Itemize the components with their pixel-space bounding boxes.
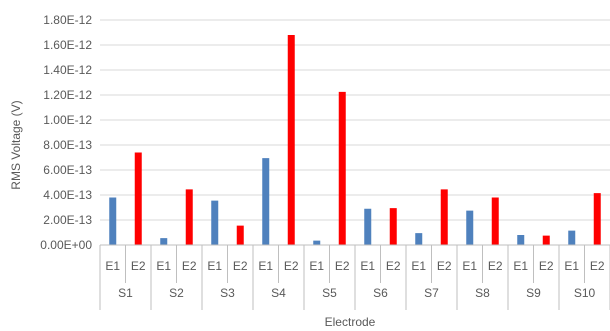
x-tick-label: E1	[105, 259, 120, 273]
x-tick-label: E2	[386, 259, 401, 273]
y-tick-label: 1.80E-12	[43, 13, 92, 27]
bar-s3-e1	[211, 200, 219, 245]
x-axis-title: Electrode	[325, 315, 376, 329]
bar-s2-e1	[160, 238, 168, 245]
bar-s7-e2	[440, 189, 448, 245]
group-label: S7	[424, 286, 439, 300]
x-tick-label: E2	[488, 259, 503, 273]
x-tick-label: E1	[360, 259, 375, 273]
bar-s1-e1	[109, 197, 117, 245]
axes: 0.00E+00 2.00E-13 4.00E-13 6.00E-13 8.00E-13…	[40, 13, 610, 310]
bar-s1-e2	[134, 152, 142, 245]
bar-s5-e2	[338, 91, 346, 245]
x-tick-label: E1	[207, 259, 222, 273]
bar-s9-e1	[517, 235, 525, 245]
y-tick-label: 8.00E-13	[43, 138, 92, 152]
bar-s10-e1	[568, 230, 576, 245]
bar-s2-e2	[185, 189, 193, 245]
y-axis-title: RMS Voltage (V)	[9, 100, 23, 189]
group-label: S2	[169, 286, 184, 300]
y-tick-label: 4.00E-13	[43, 188, 92, 202]
y-tick-label: 1.00E-12	[43, 113, 92, 127]
x-tick-label: E1	[462, 259, 477, 273]
bar-s7-e1	[415, 233, 423, 245]
y-tick-label: 2.00E-13	[43, 213, 92, 227]
gridlines	[100, 19, 610, 221]
x-tick-label: E2	[131, 259, 146, 273]
group-label: S6	[373, 286, 388, 300]
bar-s8-e2	[491, 197, 499, 245]
x-tick-label: E2	[437, 259, 452, 273]
y-tick-label: 1.40E-12	[43, 63, 92, 77]
group-label: S10	[574, 286, 596, 300]
bar-s10-e2	[593, 193, 601, 245]
y-tick-label: 6.00E-13	[43, 163, 92, 177]
bar-s5-e1	[313, 240, 321, 245]
x-tick-label: E1	[258, 259, 273, 273]
group-label: S9	[526, 286, 541, 300]
bar-s3-e2	[236, 225, 244, 245]
x-tick-label: E1	[156, 259, 171, 273]
bar-s8-e1	[466, 210, 474, 245]
x-tick-label: E2	[590, 259, 605, 273]
bar-s4-e2	[287, 35, 295, 245]
x-tick-label: E2	[539, 259, 554, 273]
group-label: S5	[322, 286, 337, 300]
bar-s6-e1	[364, 208, 372, 245]
x-tick-label: E2	[233, 259, 248, 273]
x-tick-label: E1	[513, 259, 528, 273]
group-label: S4	[271, 286, 286, 300]
group-label: S8	[475, 286, 490, 300]
bar-s6-e2	[389, 208, 397, 245]
x-tick-label: E1	[309, 259, 324, 273]
x-tick-label: E2	[284, 259, 299, 273]
y-tick-label: 0.00E+00	[40, 238, 92, 252]
group-label: S3	[220, 286, 235, 300]
x-tick-label: E1	[564, 259, 579, 273]
x-tick-label: E2	[182, 259, 197, 273]
group-label: S1	[118, 286, 133, 300]
x-tick-label: E2	[335, 259, 350, 273]
bars	[109, 35, 601, 245]
x-tick-label: E1	[411, 259, 426, 273]
y-tick-label: 1.20E-12	[43, 88, 92, 102]
bar-s9-e2	[542, 235, 550, 245]
y-tick-label: 1.60E-12	[43, 38, 92, 52]
bar-s4-e1	[262, 158, 270, 245]
